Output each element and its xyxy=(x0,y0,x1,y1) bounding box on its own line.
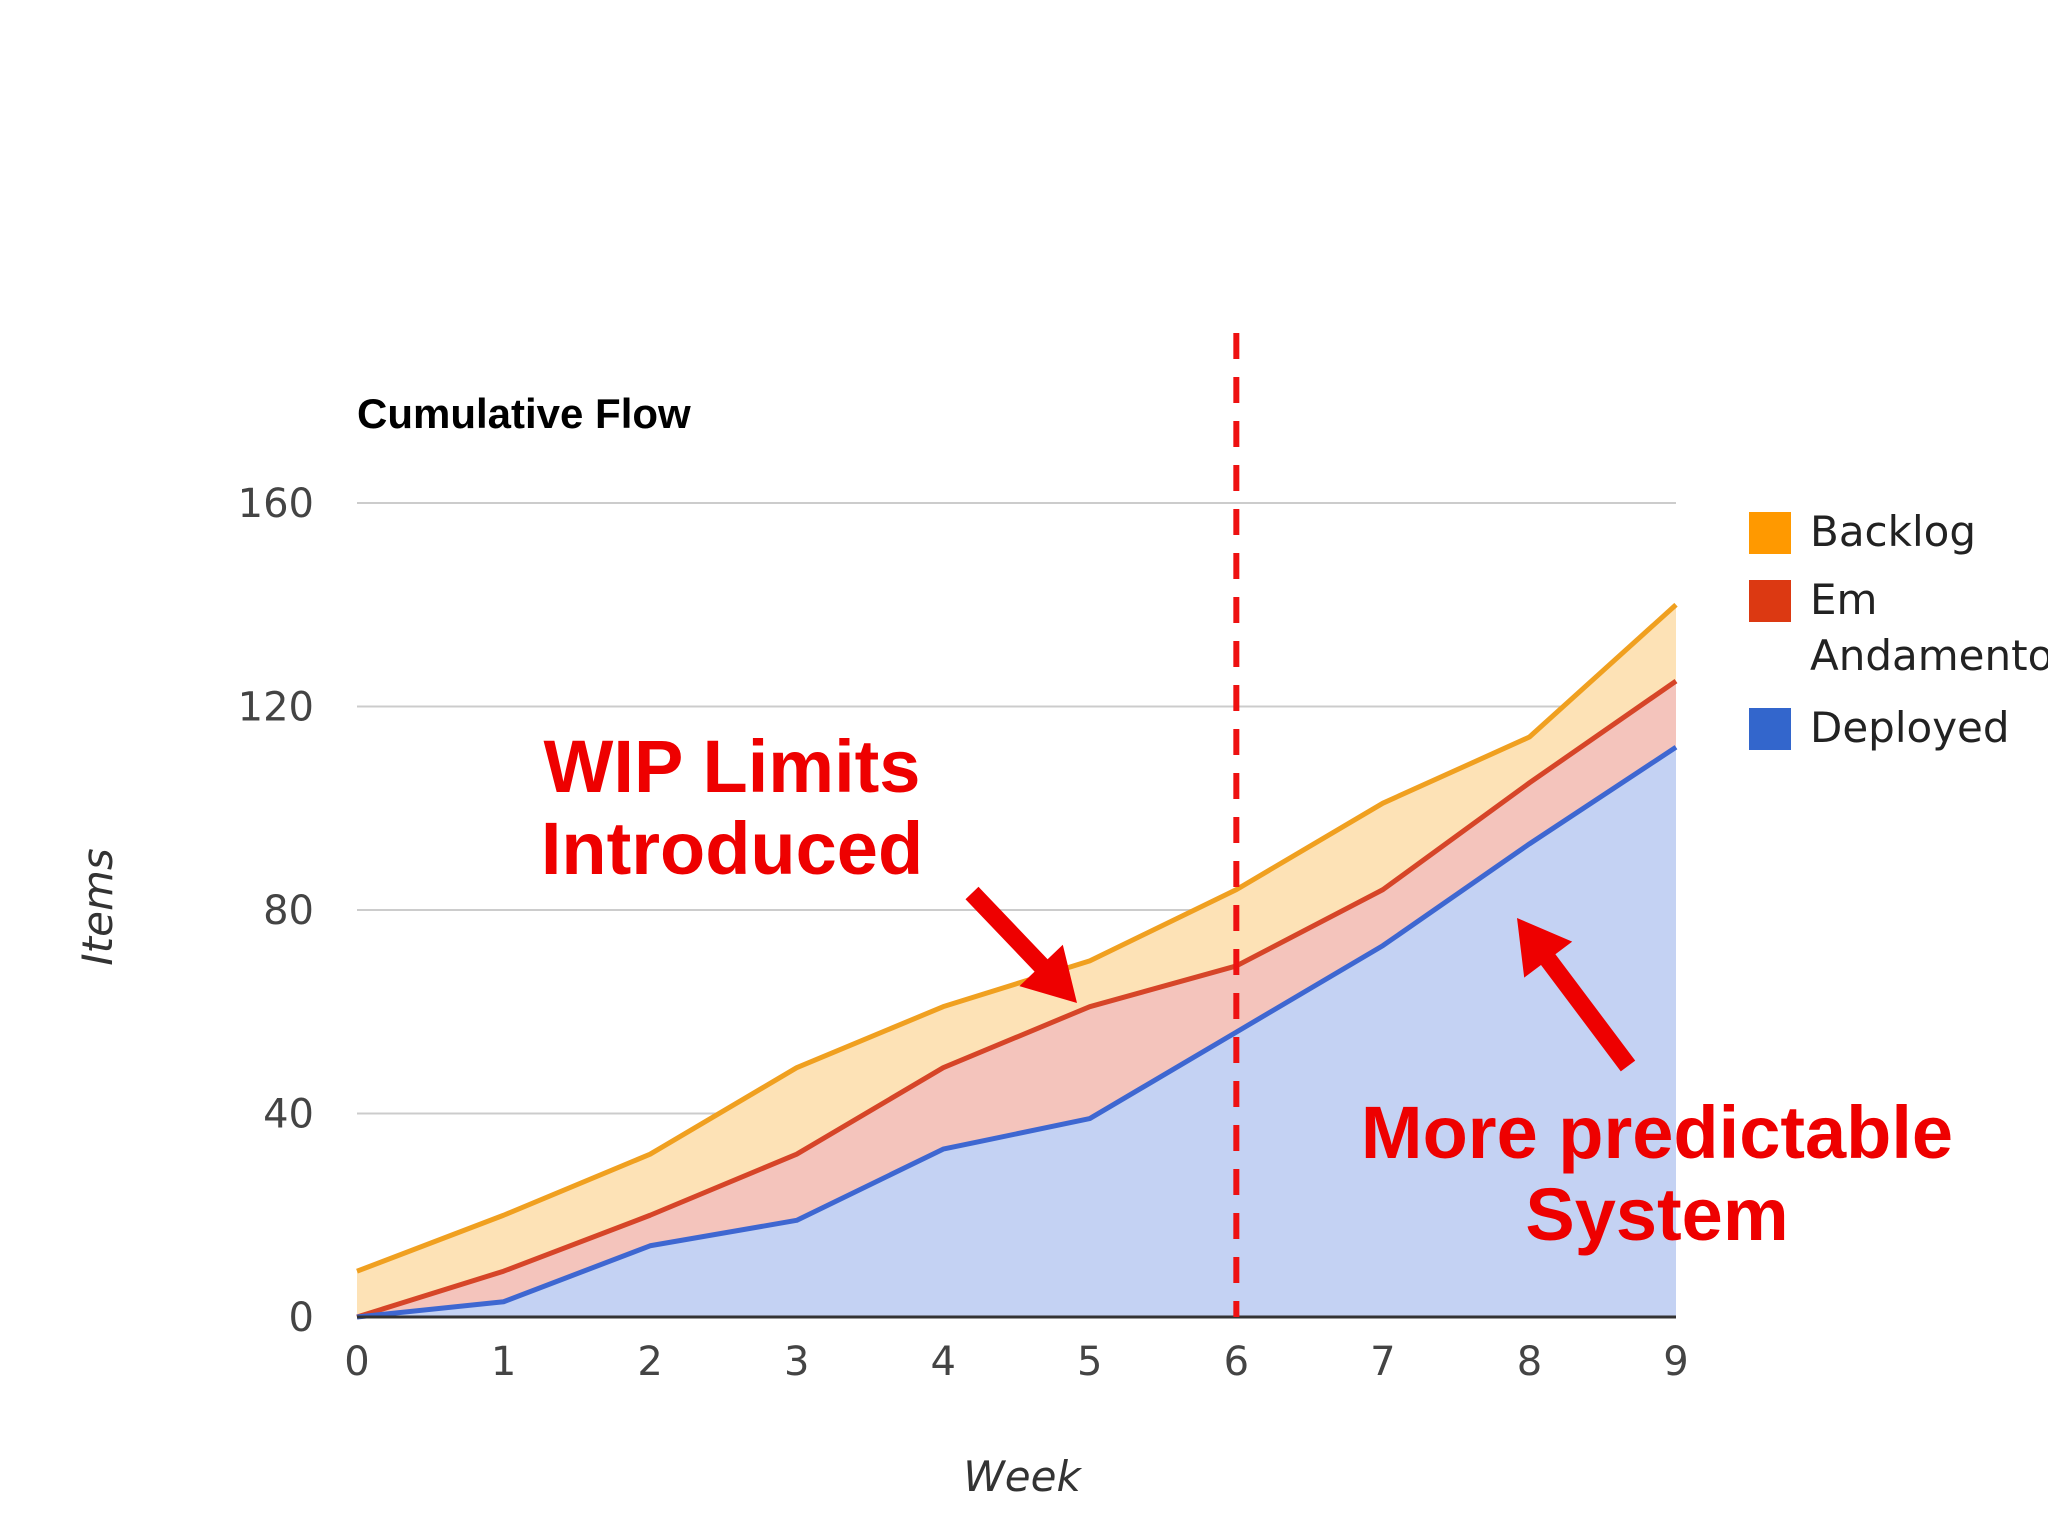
y-tick-label-120: 120 xyxy=(238,685,314,731)
legend-label-deployed: Deployed xyxy=(1810,703,2010,752)
annotation-2: More predictable System xyxy=(1361,1091,1953,1256)
annotation-2-line-0: More predictable xyxy=(1361,1091,1953,1174)
y-tick-label-0: 0 xyxy=(289,1295,314,1341)
x-tick-label-1: 1 xyxy=(491,1339,516,1385)
annotation-1: WIP Limits Introduced xyxy=(541,725,923,890)
area-backlog xyxy=(357,604,1676,1317)
x-tick-label-2: 2 xyxy=(637,1339,662,1385)
legend-label-em-andamento-line-1: Andamento xyxy=(1810,631,2048,680)
wip-limits-arrow xyxy=(965,886,1077,1003)
line-backlog xyxy=(356,602,1678,1274)
legend: Backlog Em Andamento Deployed xyxy=(1749,507,2048,752)
annotation-1-line-0: WIP Limits xyxy=(544,725,921,808)
x-tick-label-9: 9 xyxy=(1663,1339,1688,1385)
y-tick-label-40: 40 xyxy=(263,1092,314,1138)
annotation-2-line-1: System xyxy=(1525,1173,1788,1256)
x-axis-title: Week xyxy=(963,1452,1082,1501)
legend-swatch-deployed xyxy=(1749,708,1791,750)
annotation-1-line-1: Introduced xyxy=(541,807,923,890)
x-tick-label-4: 4 xyxy=(930,1339,955,1385)
x-tick-label-8: 8 xyxy=(1517,1339,1542,1385)
y-tick-label-80: 80 xyxy=(263,888,314,934)
axes: 0 40 80 120 160 0 1 2 3 4 5 6 7 8 9 xyxy=(238,481,1689,1385)
line-em-andamento xyxy=(356,679,1678,1320)
y-tick-label-160: 160 xyxy=(238,481,314,527)
line-deployed xyxy=(356,745,1678,1320)
predictable-system-arrow xyxy=(1517,918,1636,1072)
series-lines xyxy=(356,602,1678,1320)
x-tick-label-6: 6 xyxy=(1224,1339,1249,1385)
x-tick-label-0: 0 xyxy=(344,1339,369,1385)
area-deployed xyxy=(357,747,1676,1317)
x-tick-label-3: 3 xyxy=(784,1339,809,1385)
x-tick-label-5: 5 xyxy=(1077,1339,1102,1385)
stacked-areas xyxy=(357,604,1676,1317)
x-tick-label-7: 7 xyxy=(1370,1339,1395,1385)
y-axis-title: Items xyxy=(73,848,122,966)
legend-label-backlog: Backlog xyxy=(1810,507,1976,556)
legend-swatch-backlog xyxy=(1749,512,1791,554)
annotations: WIP Limits Introduced More predictable Syst… xyxy=(541,725,1953,1256)
chart-title: Cumulative Flow xyxy=(357,390,691,437)
legend-label-em-andamento: Em Andamento xyxy=(1810,575,2048,680)
legend-label-em-andamento-line-0: Em xyxy=(1810,575,1877,624)
legend-swatch-em-andamento xyxy=(1749,580,1791,622)
